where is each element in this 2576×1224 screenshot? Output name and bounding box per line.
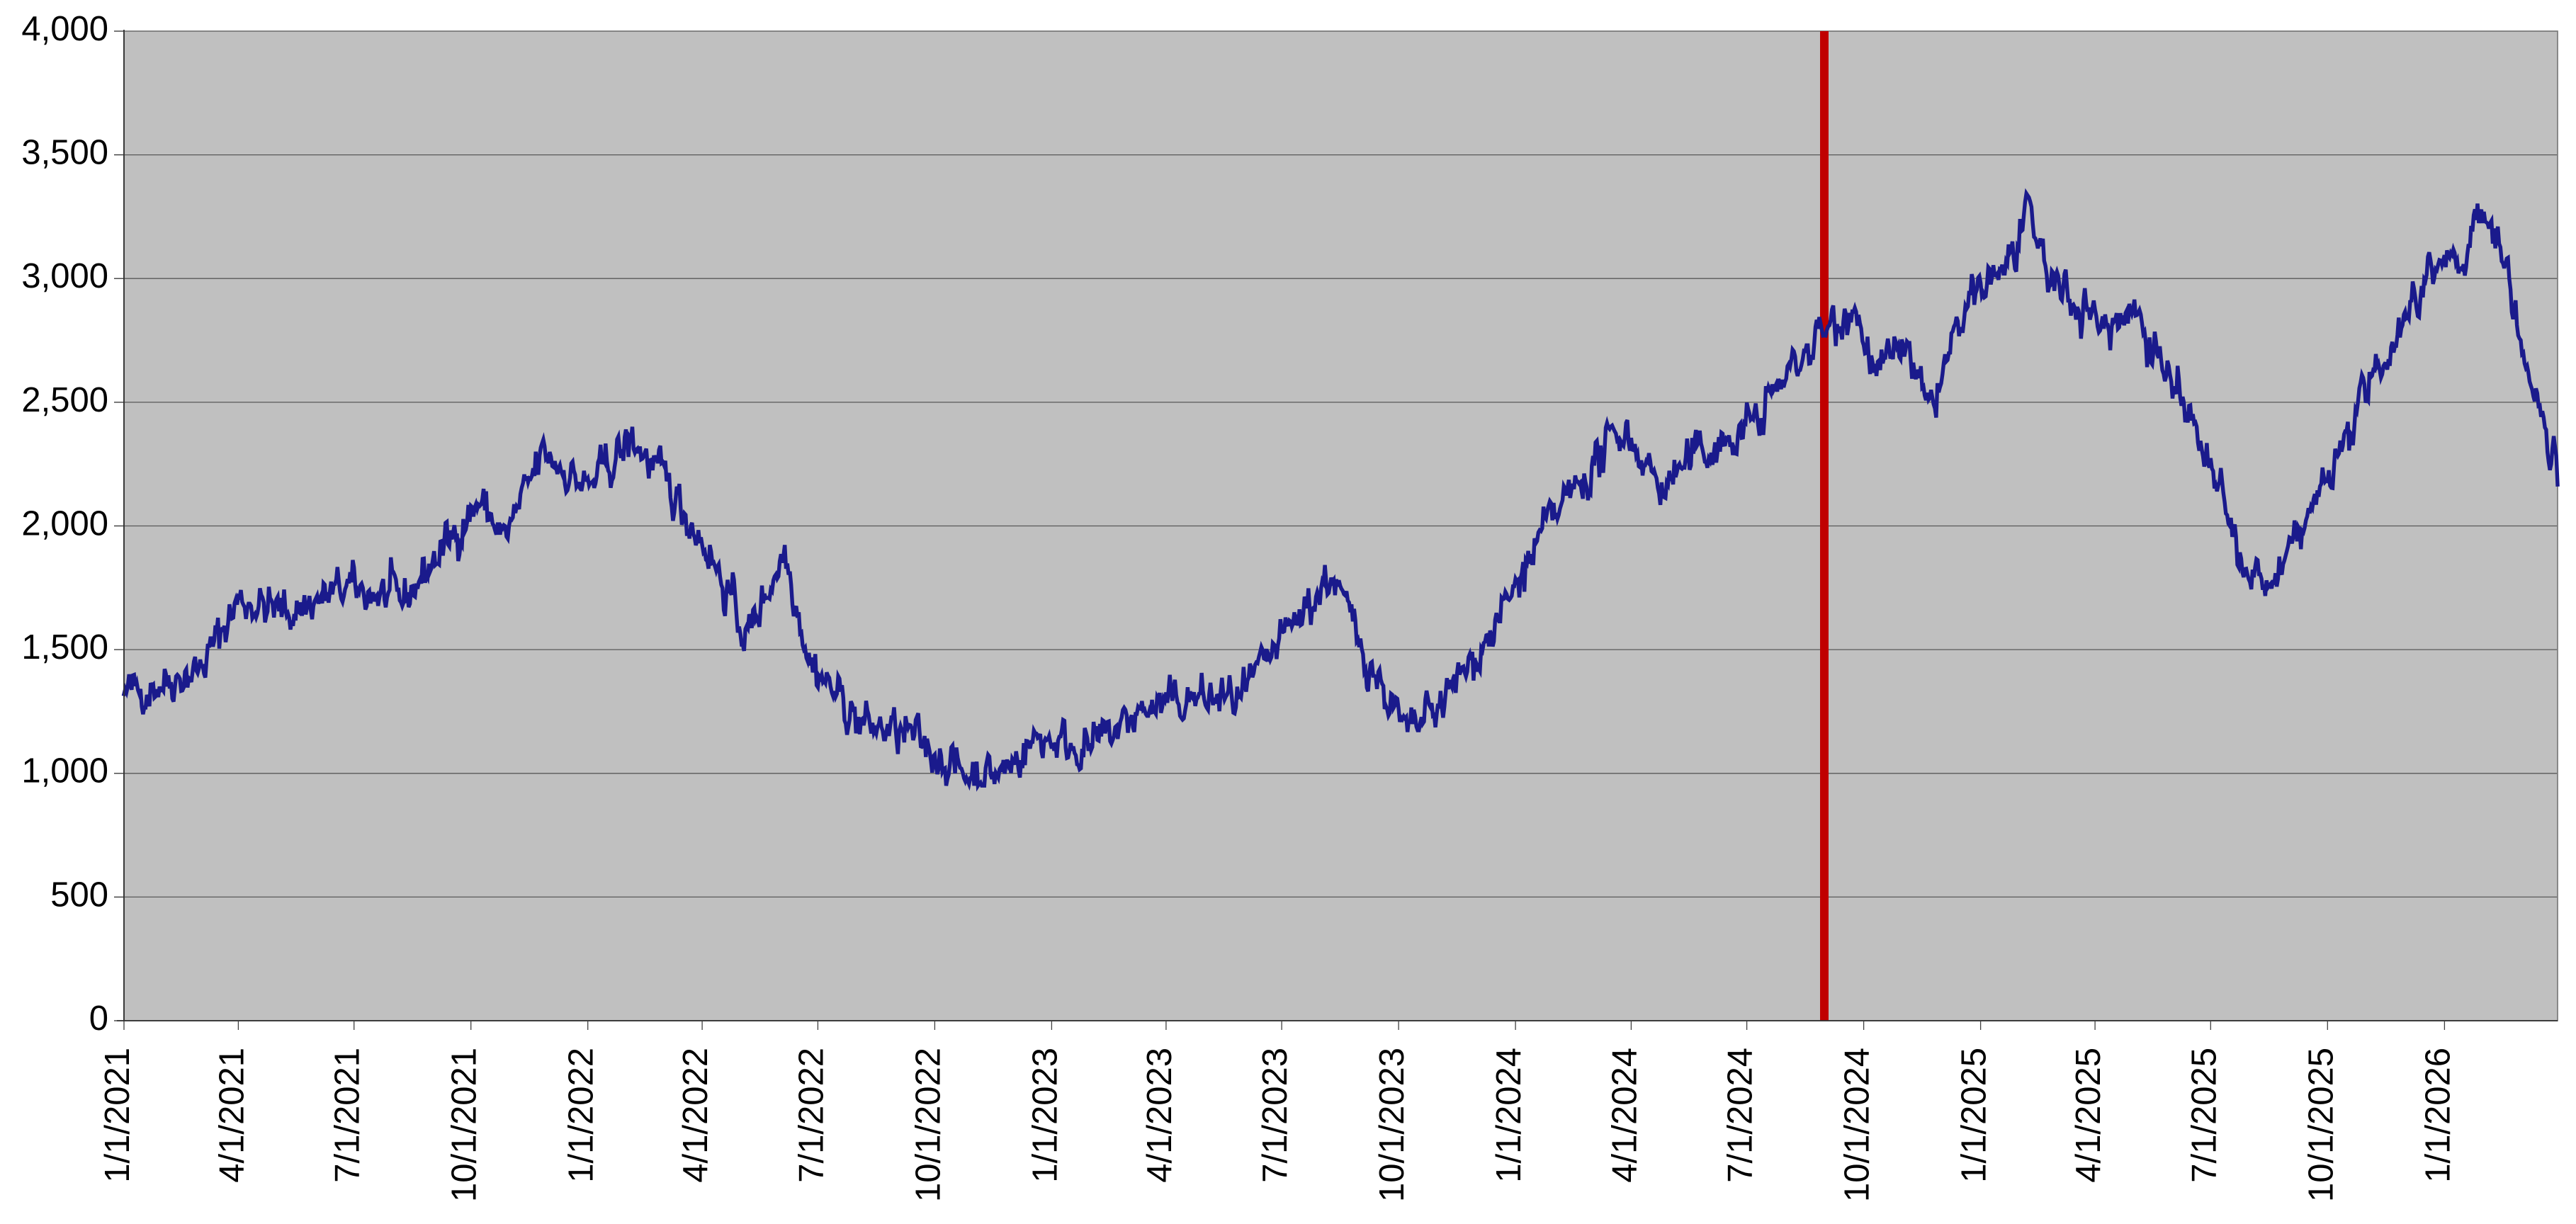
- svg-text:1,000: 1,000: [21, 752, 108, 790]
- svg-text:4/1/2021: 4/1/2021: [213, 1048, 251, 1183]
- svg-text:4/1/2022: 4/1/2022: [677, 1048, 715, 1183]
- svg-text:2,000: 2,000: [21, 504, 108, 543]
- svg-text:1/1/2024: 1/1/2024: [1490, 1048, 1528, 1183]
- svg-text:10/1/2022: 10/1/2022: [909, 1048, 947, 1202]
- svg-text:7/1/2025: 7/1/2025: [2185, 1048, 2223, 1183]
- svg-text:10/1/2021: 10/1/2021: [446, 1048, 484, 1202]
- svg-text:3,500: 3,500: [21, 134, 108, 172]
- svg-text:10/1/2023: 10/1/2023: [1373, 1048, 1411, 1202]
- svg-text:2,500: 2,500: [21, 381, 108, 419]
- svg-text:1/1/2023: 1/1/2023: [1026, 1048, 1064, 1183]
- svg-text:0: 0: [89, 999, 108, 1038]
- svg-text:1/1/2025: 1/1/2025: [1955, 1048, 1994, 1183]
- svg-text:10/1/2025: 10/1/2025: [2302, 1048, 2340, 1202]
- svg-text:3,000: 3,000: [21, 257, 108, 295]
- svg-text:4/1/2025: 4/1/2025: [2069, 1048, 2108, 1183]
- svg-text:7/1/2022: 7/1/2022: [792, 1048, 830, 1183]
- svg-text:4/1/2023: 4/1/2023: [1141, 1048, 1179, 1183]
- svg-text:1/1/2026: 1/1/2026: [2419, 1048, 2457, 1183]
- svg-text:1/1/2021: 1/1/2021: [98, 1048, 137, 1183]
- svg-text:1,500: 1,500: [21, 628, 108, 667]
- svg-text:7/1/2023: 7/1/2023: [1256, 1048, 1294, 1183]
- svg-text:4/1/2024: 4/1/2024: [1605, 1048, 1644, 1183]
- svg-text:10/1/2024: 10/1/2024: [1838, 1048, 1877, 1202]
- svg-text:4,000: 4,000: [21, 10, 108, 48]
- svg-text:7/1/2024: 7/1/2024: [1722, 1048, 1760, 1183]
- svg-text:500: 500: [50, 876, 108, 914]
- svg-text:7/1/2021: 7/1/2021: [329, 1048, 367, 1183]
- svg-text:1/1/2022: 1/1/2022: [563, 1048, 601, 1183]
